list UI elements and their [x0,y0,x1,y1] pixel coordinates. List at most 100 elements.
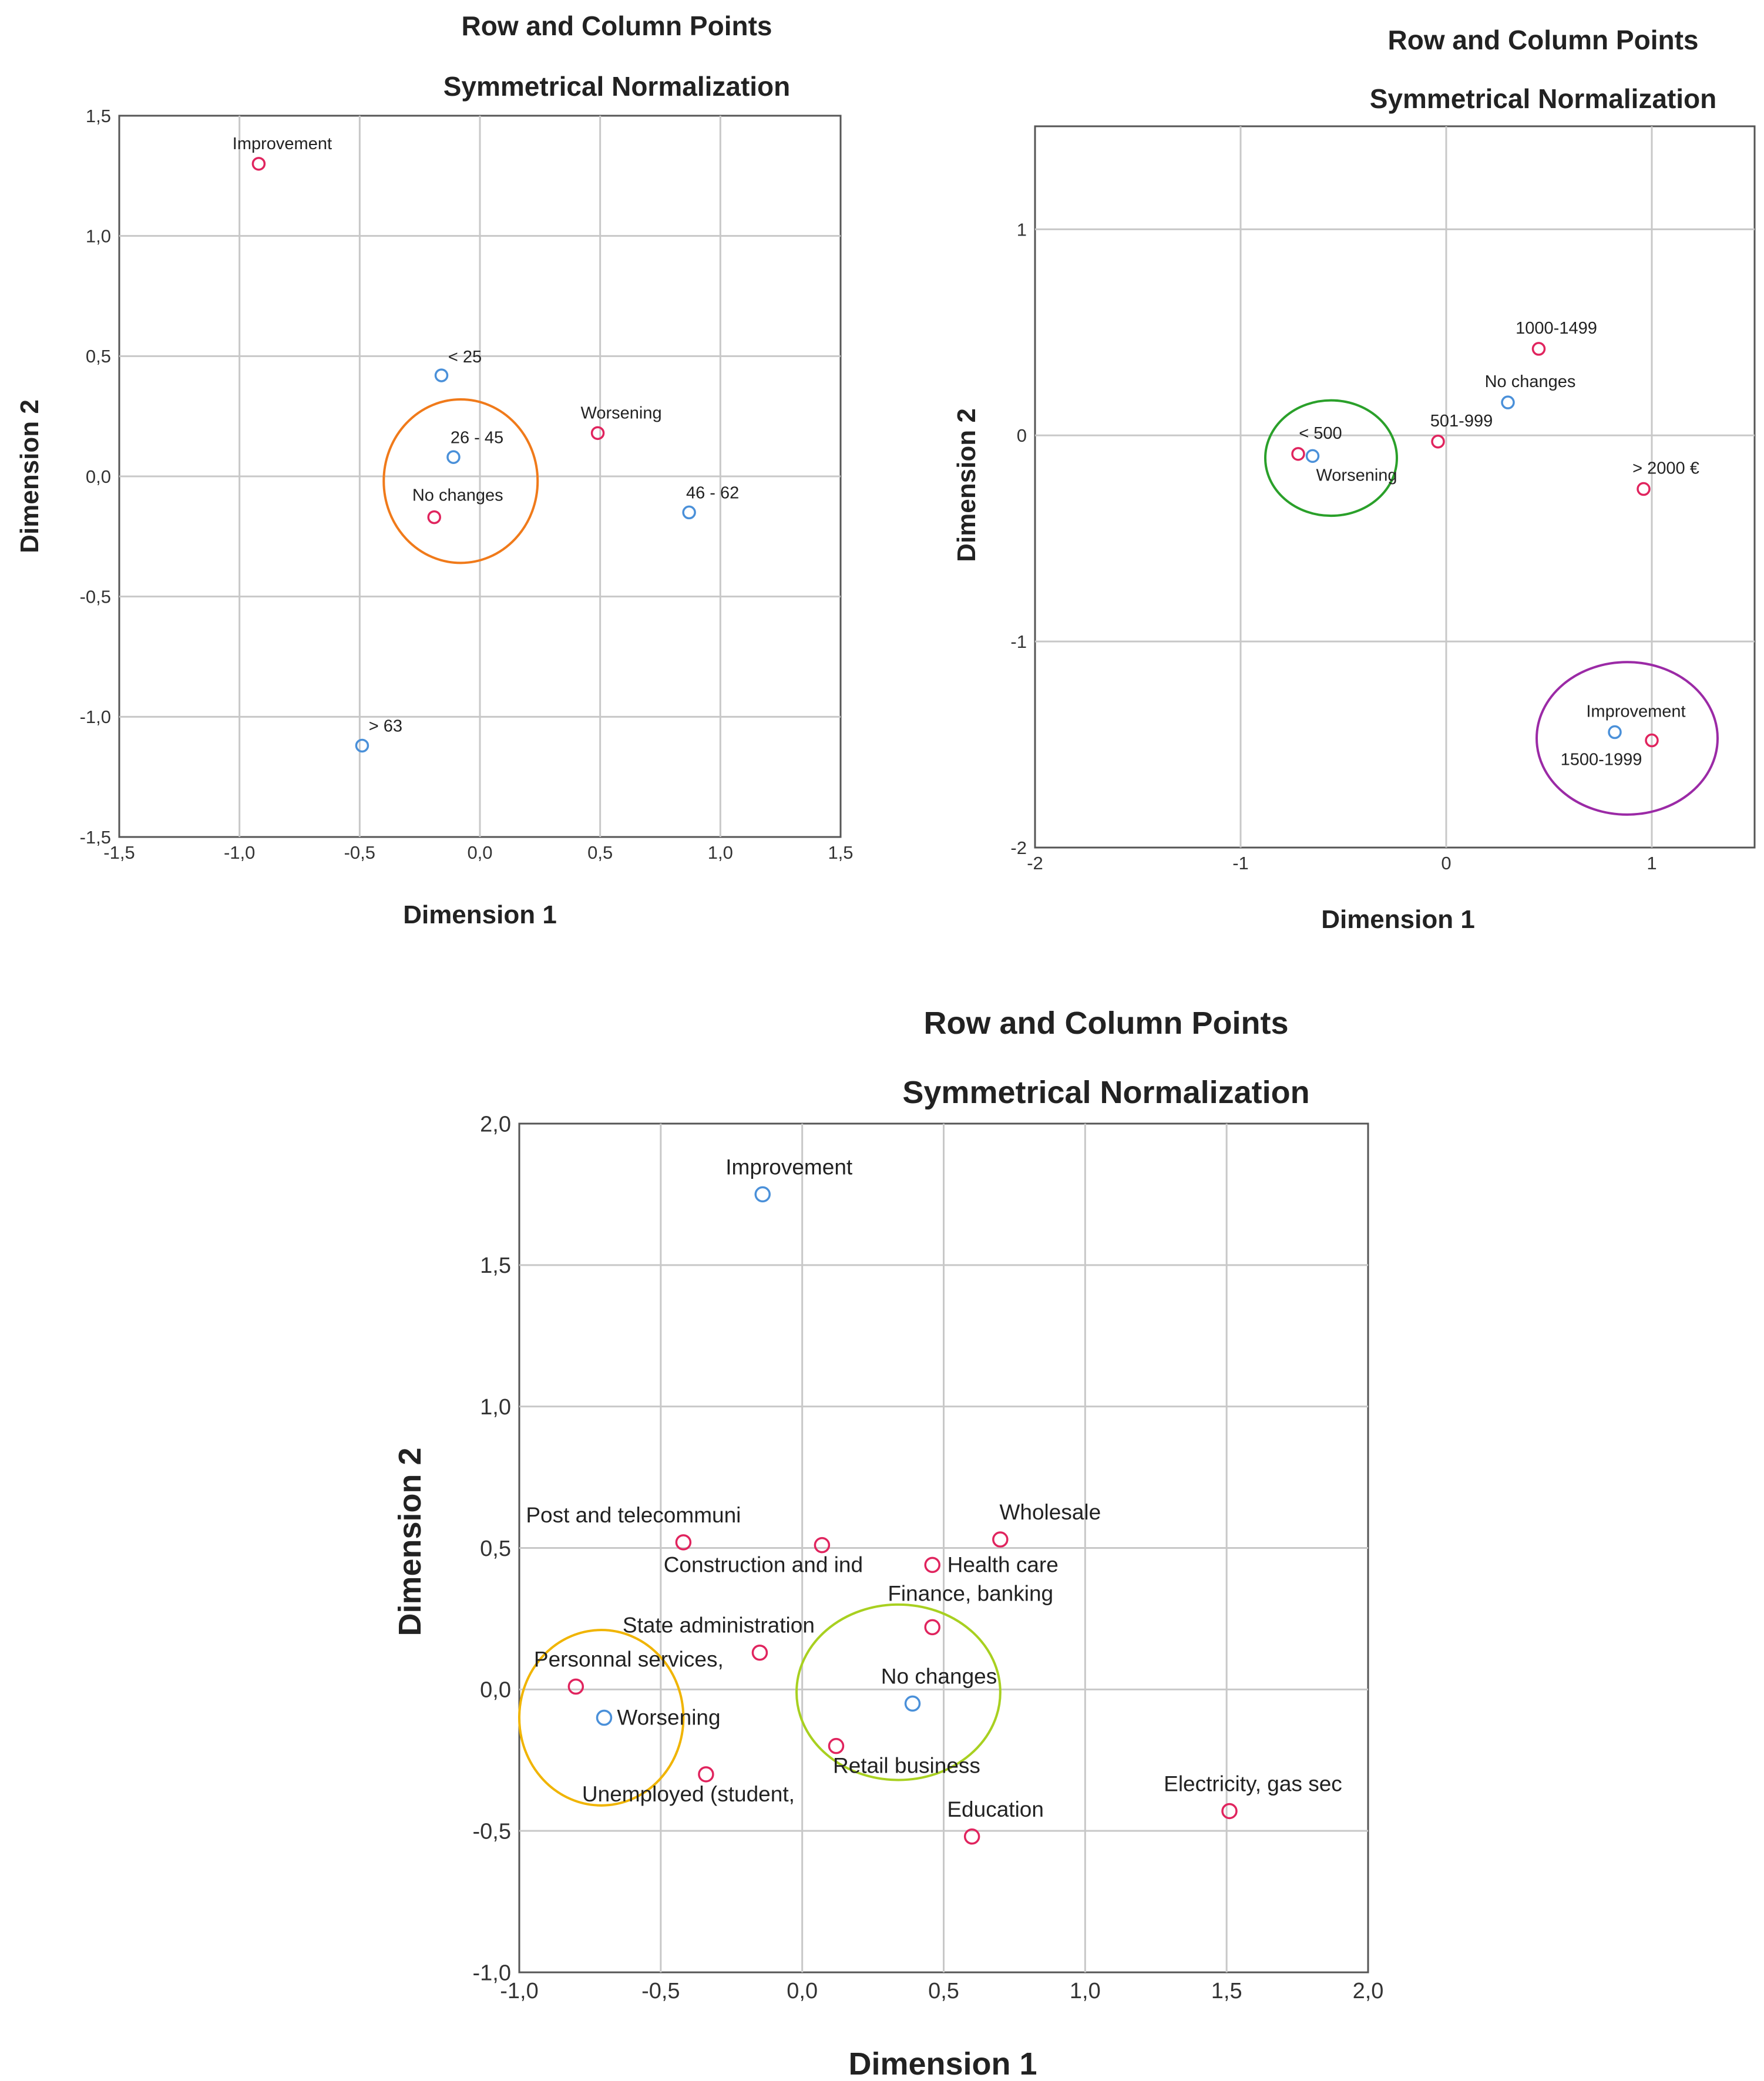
y-tick-label: 1,5 [480,1253,511,1278]
row-point [1291,447,1305,461]
chart-1-x-ticks: -1,5 -1,0 -0,5 0,0 0,5 1,0 1,5 [103,842,853,863]
column-point [355,738,369,753]
point-label: No changes [881,1664,997,1688]
row-point [698,1766,714,1783]
row-point [751,1644,768,1661]
point-label: Improvement [233,135,332,153]
row-point [590,426,605,441]
x-tick-label: 0,5 [928,1979,959,2003]
point-label: Education [947,1797,1044,1821]
x-tick-label: 0 [1441,853,1451,873]
y-tick-label: -1,5 [80,827,111,848]
x-tick-label: -0,5 [344,842,375,863]
y-tick-label: -1 [1010,631,1027,652]
row-point [992,1531,1009,1548]
chart-1-y-ticks: -1,5 -1,0 -0,5 0,0 0,5 1,0 1,5 [80,106,111,848]
x-tick-label: -0,5 [641,1979,680,2003]
chart-2-x-axis-title: Dimension 1 [1321,905,1475,934]
x-tick-label: -1 [1232,853,1249,873]
chart-2-annotations [1264,399,1719,816]
point-label: State administration [623,1613,815,1638]
point-label: Improvement [725,1155,853,1179]
y-tick-label: 0,0 [86,466,111,487]
point-label: 501-999 [1430,412,1493,431]
point-label: Worsening [1316,466,1397,485]
chart-2-grid [1035,126,1755,848]
chart-1-points: Improvement Worsening No changes < 25 26 - 4… [233,135,739,753]
x-tick-label: 0,5 [587,842,613,863]
chart-1-grid [119,116,841,837]
chart-2-points: 1000-1499 501-999 < 500 > 2000 € 1500-1999 No… [1291,319,1699,769]
chart-2-plot-area [1034,125,1756,849]
point-label: Finance, banking [888,1581,1053,1605]
column-point [754,1186,771,1203]
x-tick-label: 0,0 [787,1979,818,2003]
point-label: 46 - 62 [686,483,739,502]
column-point [1608,725,1622,739]
chart-3-subtitle: Symmetrical Normalization [902,1075,1309,1110]
point-label: Wholesale [999,1500,1101,1524]
chart-3-points: Post and telecommuni Construction and ind… [526,1155,1342,1845]
highlight-circle [795,1603,1002,1781]
highlight-circle [518,1629,685,1807]
y-tick-label: -0,5 [80,587,111,607]
y-tick-label: 0,5 [86,346,111,367]
row-point [814,1537,831,1554]
row-point [924,1556,940,1574]
y-tick-label: 2,0 [480,1112,511,1137]
chart-3-x-axis-title: Dimension 1 [848,2046,1037,2081]
y-tick-label: -1,0 [473,1961,511,1985]
highlight-circle [382,398,539,564]
chart-1-x-axis-title: Dimension 1 [403,900,557,929]
point-label: 26 - 45 [451,428,503,447]
chart-1: Row and Column Points Symmetrical Normal… [15,11,854,929]
column-point [596,1709,613,1726]
chart-3-x-ticks: -1,0 -0,5 0,0 0,5 1,0 1,5 2,0 [500,1979,1383,2003]
row-point [1637,482,1651,496]
point-label: Construction and ind [664,1553,863,1577]
chart-2: Row and Column Points Symmetrical Normal… [952,25,1756,934]
point-label: Worsening [581,404,662,422]
x-tick-label: 1,5 [1211,1979,1242,2003]
row-point [251,157,266,171]
x-tick-label: 0,0 [467,842,492,863]
x-tick-label: -2 [1027,853,1043,873]
point-label: 1000-1499 [1516,319,1597,338]
point-label: Electricity, gas sec [1164,1771,1342,1796]
highlight-circle [1535,661,1719,816]
column-point [1305,449,1320,463]
x-tick-label: 1,0 [708,842,733,863]
row-point [567,1678,584,1695]
y-tick-label: 1 [1017,219,1027,240]
column-point [904,1695,921,1712]
x-tick-label: -1,5 [103,842,135,863]
y-tick-label: 1,0 [480,1395,511,1420]
y-tick-label: -2 [1010,838,1027,858]
point-label: > 63 [369,717,402,735]
column-point [446,450,461,465]
chart-2-y-axis-title: Dimension 2 [952,408,981,562]
row-point [1531,342,1546,356]
y-tick-label: 0 [1017,425,1027,446]
chart-1-annotations [382,398,539,564]
row-point [1431,435,1445,449]
chart-2-title: Row and Column Points [1388,25,1699,55]
y-tick-label: 1,0 [86,226,111,247]
point-label: > 2000 € [1632,459,1699,478]
y-tick-label: 1,5 [86,106,111,126]
chart-1-y-axis-title: Dimension 2 [15,399,44,553]
point-label: < 500 [1299,424,1342,443]
point-label: Post and telecommuni [526,1503,741,1527]
chart-2-x-ticks: -2 -1 0 1 [1027,853,1657,873]
point-label: Worsening [617,1706,720,1730]
chart-3-title: Row and Column Points [924,1006,1289,1041]
chart-3-grid [519,1124,1368,1972]
row-point [1645,733,1659,748]
row-point [828,1737,845,1754]
point-label: No changes [412,486,503,505]
highlight-circle [1264,399,1398,517]
chart-3-y-ticks: -1,0 -0,5 0,0 0,5 1,0 1,5 2,0 [473,1112,511,1985]
point-label: Retail business [833,1754,980,1778]
x-tick-label: 1,5 [828,842,853,863]
x-tick-label: -1,0 [224,842,255,863]
